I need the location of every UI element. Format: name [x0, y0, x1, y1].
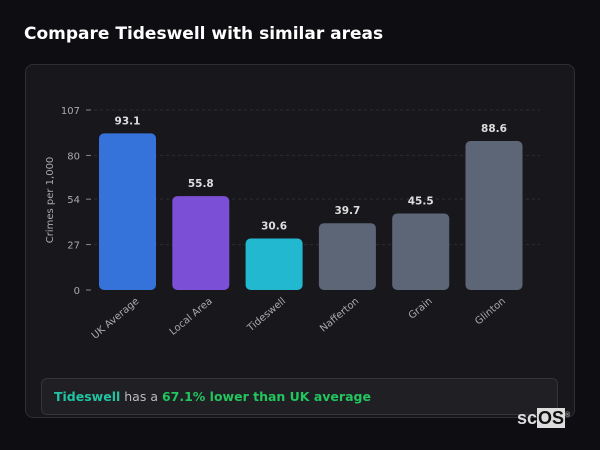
x-tick-label: Nafferton	[318, 296, 361, 335]
bar-value-label: 39.7	[334, 205, 360, 217]
summary-middle: has a	[120, 389, 162, 404]
x-tick-label: Local Area	[168, 296, 215, 338]
bar-value-label: 93.1	[115, 115, 141, 127]
y-tick-label: 0	[74, 286, 80, 297]
page-title: Compare Tideswell with similar areas	[24, 24, 384, 44]
scos-logo: scOS®	[517, 408, 571, 428]
bar-glinton	[465, 140, 523, 290]
y-tick-label: 27	[67, 241, 80, 252]
bar-local-area	[172, 196, 230, 290]
x-tick-label: Tideswell	[245, 296, 288, 335]
summary-comparison: 67.1% lower than UK average	[161, 389, 371, 404]
bar-nafferton	[318, 223, 376, 290]
bar-value-label: 88.6	[481, 123, 507, 135]
bar-value-label: 55.8	[188, 178, 214, 190]
summary-area: Tideswell	[54, 389, 121, 404]
y-tick-label: 80	[67, 151, 80, 162]
bar-value-label: 30.6	[261, 221, 287, 233]
bar-value-label: 45.5	[408, 195, 434, 207]
comparison-summary: Tideswell has a 67.1% lower than UK aver…	[41, 378, 558, 415]
y-tick-label: 107	[61, 106, 80, 117]
x-tick-label: UK Average	[90, 296, 142, 342]
y-tick-label: 54	[67, 195, 80, 206]
y-axis-label: Crimes per 1,000	[45, 157, 56, 244]
bar-uk-average	[99, 133, 156, 290]
bar-grain	[392, 213, 450, 290]
x-tick-label: Grain	[407, 296, 435, 322]
bar-tideswell	[245, 238, 303, 290]
x-tick-label: Glinton	[473, 296, 508, 328]
